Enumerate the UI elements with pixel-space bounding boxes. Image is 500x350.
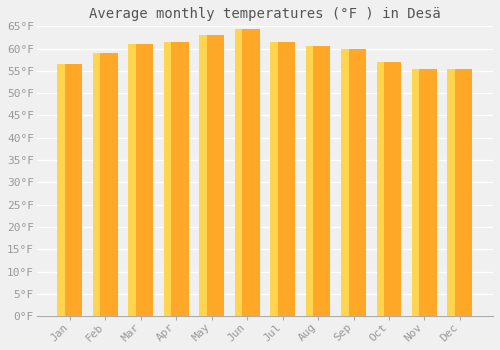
Bar xyxy=(448,69,455,316)
Bar xyxy=(164,42,172,316)
Bar xyxy=(164,42,188,316)
Bar xyxy=(58,64,65,316)
Bar xyxy=(235,28,260,316)
Bar xyxy=(270,42,278,316)
Bar xyxy=(306,46,330,316)
Bar xyxy=(341,49,366,316)
Bar xyxy=(93,53,100,316)
Bar xyxy=(128,44,153,316)
Bar xyxy=(412,69,437,316)
Bar xyxy=(448,69,472,316)
Bar xyxy=(376,62,402,316)
Bar xyxy=(128,44,136,316)
Bar xyxy=(58,64,82,316)
Bar xyxy=(93,53,118,316)
Bar xyxy=(200,35,224,316)
Bar xyxy=(270,42,295,316)
Bar xyxy=(412,69,420,316)
Bar xyxy=(376,62,384,316)
Bar xyxy=(235,28,242,316)
Bar xyxy=(306,46,313,316)
Title: Average monthly temperatures (°F ) in Desä: Average monthly temperatures (°F ) in De… xyxy=(89,7,441,21)
Bar xyxy=(200,35,206,316)
Bar xyxy=(341,49,348,316)
